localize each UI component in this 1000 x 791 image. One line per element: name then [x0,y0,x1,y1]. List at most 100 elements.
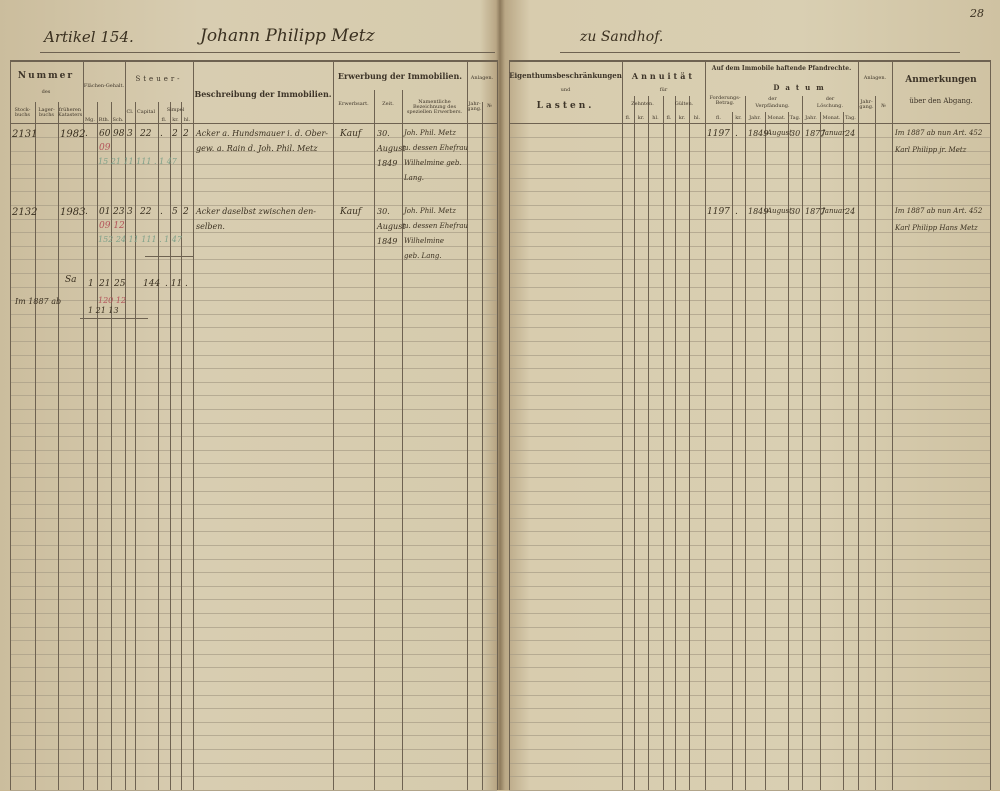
acquirer-line: Wilhelmine geb. [404,159,462,167]
column-divider [990,60,991,790]
acquirer-line: u. dessen Ehefrau [404,222,469,230]
total-mg: 1 [88,279,94,289]
sub-column-divider [402,90,403,790]
ruled-line [10,695,497,696]
sub-column-divider [135,102,136,790]
ruled-line [10,613,497,614]
ruled-line [10,776,497,777]
header-jahrgang: Jahr-gang. [467,101,482,112]
ruled-line [509,341,990,342]
ruled-line [509,355,990,356]
header-bottom-rule [10,123,497,124]
ruled-line [10,327,497,328]
description-line: gew. a. Rain d. Joh. Phil. Metz [196,144,318,153]
header-eigenthum: Eigenthumsbeschränkungen [509,71,622,80]
header-erwerbung: Erwerbung der Immobilien. [337,71,463,81]
ruled-line [509,287,990,288]
ruled-line [509,559,990,560]
sub-column-divider [111,102,112,790]
ruled-line [10,735,497,736]
ruled-line [10,273,497,274]
sch-value: 98 [113,129,125,139]
remark-line: Im 1887 ab nun Art. 452 [895,207,983,215]
header-der-loschung: der [825,96,835,102]
ruled-line [509,382,990,383]
header-sch: Sch. [112,117,124,123]
column-divider [705,60,706,790]
claim-amount: 1197 [707,129,730,139]
acquisition-date: 1849 [377,159,398,168]
rth-value: 60 [99,129,111,139]
total-capital: 144 [143,279,161,289]
ruled-line [10,749,497,750]
total-sch: 25 [114,279,126,289]
ruled-line [10,355,497,356]
header-zehnten-hl: hl. [652,115,659,121]
acquirer-line: Wilhelmine [404,237,444,245]
ruled-line [509,572,990,573]
pledge-month: August [767,129,792,137]
header-verpfandung-jahr: Jahr. [749,115,761,121]
total-simpel: . 11 . [165,279,188,289]
header-gulten: Gülten. [674,101,694,107]
ruled-line [10,219,497,220]
remark-line: Karl Philipp jr. Metz [895,146,967,154]
red-correction: 09 [99,143,111,153]
kataster-number: 1982 [60,129,86,140]
ruled-line [509,477,990,478]
ruled-line [509,749,990,750]
ruled-line [509,178,990,179]
ruled-line [509,246,990,247]
ruled-line [10,531,497,532]
header-datum: Datum [773,83,830,92]
header-uber-abgang: über den Abgang. [909,97,973,105]
top-border [10,60,497,62]
stock-number: 2131 [12,129,38,140]
description-line: Acker daselbst zwischen den- [196,207,316,216]
green-correction: 15 21 11 111 . 1 47 [98,157,177,166]
sub-column-divider [97,102,98,790]
ruled-line [10,246,497,247]
header-simpel: Simpel [166,107,185,113]
ruled-line [10,300,497,301]
ruled-line [10,137,497,138]
ruled-line [10,545,497,546]
capital-value: 22 [140,129,152,139]
header-verpfandung-monat: Monat. [767,115,786,121]
header-jahrgang-right: Jahr-gang. [859,99,874,110]
ruled-line [509,763,990,764]
header-zehnten-fl: fl. [625,115,631,121]
header-simpel-fl: fl. [161,117,167,123]
acquirer-line: u. dessen Ehefrau [404,144,469,152]
simpel-kr: 2 [172,129,178,139]
header-forderung-kr: kr. [735,115,742,121]
ruled-line [509,395,990,396]
sub-column-divider [158,102,159,790]
total-red-correction: 120 12 [98,296,126,305]
header-simpel-hl: hl. [183,117,191,123]
remark-line: Karl Philipp Hans Metz [895,224,978,232]
acquisition-type: Kauf [340,129,362,139]
header-simpel-kr: kr. [172,117,179,123]
header-capital: Capital [136,109,156,115]
column-divider [83,60,84,790]
header-gulten-kr: kr. [678,115,686,121]
header-pfandrechte: Auf dem Immobile haftende Pfandrechte. [711,65,852,72]
sub-column-divider [58,102,59,790]
header-lasten: Lasten. [536,101,595,111]
cl-value: 3 [127,129,133,139]
ruled-line [509,613,990,614]
ruled-line [509,219,990,220]
ruled-line [509,504,990,505]
header-steuer: Steuer- [135,75,183,83]
header-anlagen-right: Anlagen. [863,75,887,81]
acquisition-date: 30. [377,129,390,138]
ruled-line [509,545,990,546]
article-number: Artikel 154. [44,28,134,46]
ruled-line [509,423,990,424]
ruled-line [10,436,497,437]
ruled-line [10,763,497,764]
header-erwerber: Namentliche Bezeichnung des speziellen E… [406,99,463,115]
sub-column-divider [170,102,171,790]
sub-column-divider [820,112,821,790]
